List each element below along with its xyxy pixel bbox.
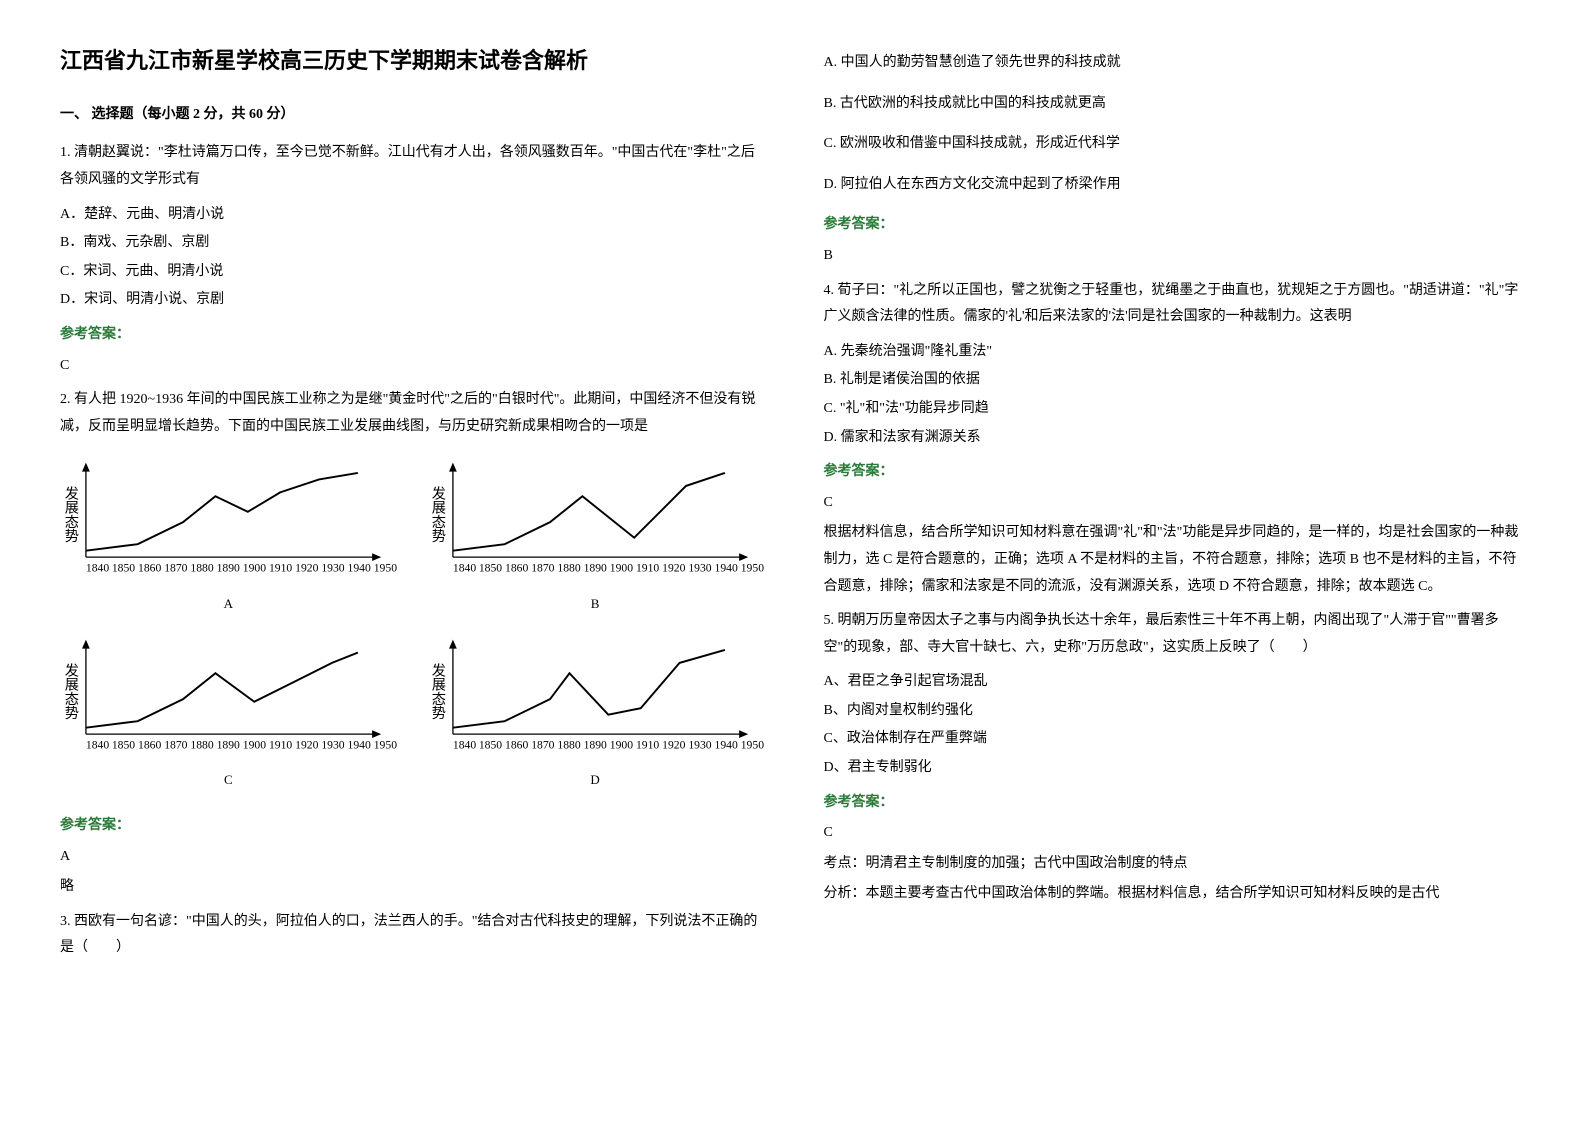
q1-answer: C (60, 353, 764, 380)
chart-c-xarrow (372, 730, 381, 738)
q5-option-d: D、君主专制弱化 (824, 755, 1528, 782)
chart-a-xarrow (372, 554, 381, 562)
left-column: 江西省九江市新星学校高三历史下学期期末试卷含解析 一、 选择题（每小题 2 分，… (60, 40, 764, 970)
right-column: A. 中国人的勤劳智慧创造了领先世界的科技成就 B. 古代欧洲的科技成就比中国的… (824, 40, 1528, 970)
chart-d-ylabel: 发展态势 (429, 662, 445, 721)
q3-option-a: A. 中国人的勤劳智慧创造了领先世界的科技成就 (824, 50, 1528, 77)
chart-c-line (86, 652, 358, 727)
q4-explain: 根据材料信息，结合所学知识可知材料意在强调"礼"和"法"功能是异步同趋的，是一样… (824, 520, 1528, 600)
chart-a-ylabel: 发展态势 (62, 486, 78, 545)
q5-answer-label: 参考答案： (824, 790, 1528, 817)
question-3-text: 3. 西欧有一句名谚："中国人的头，阿拉伯人的口，法兰西人的手。"结合对古代科技… (60, 909, 764, 962)
q2-explain: 略 (60, 874, 764, 901)
chart-b-ylabel: 发展态势 (429, 486, 445, 545)
q5-explain-1: 考点：明清君主专制制度的加强；古代中国政治制度的特点 (824, 851, 1528, 878)
q3-option-d: D. 阿拉伯人在东西方文化交流中起到了桥梁作用 (824, 172, 1528, 199)
q1-option-b: B．南戏、元杂剧、京剧 (60, 230, 764, 257)
q4-option-b: B. 礼制是诸侯治国的依据 (824, 367, 1528, 394)
chart-b-xarrow (739, 554, 748, 562)
q5-option-b: B、内阁对皇权制约强化 (824, 698, 1528, 725)
document-title: 江西省九江市新星学校高三历史下学期期末试卷含解析 (60, 40, 764, 82)
chart-b-cell: 发展态势 1840 1850 1860 1870 1880 1890 1900 … (427, 460, 764, 616)
chart-b-xtick-0: 1840 (453, 562, 476, 575)
chart-b-label: B (427, 592, 764, 617)
question-5-text: 5. 明朝万历皇帝因太子之事与内阁争执长达十余年，最后索性三十年不再上朝，内阁出… (824, 608, 1528, 661)
chart-d-yarrow (449, 639, 457, 648)
q1-option-a: A．楚辞、元曲、明清小说 (60, 202, 764, 229)
chart-d-xarrow (739, 730, 748, 738)
chart-a-cell: 发展态势 1840 1850 1860 1870 1880 1890 1900 … (60, 460, 397, 616)
chart-a-line (86, 473, 358, 551)
chart-a-svg: 发展态势 1840 1850 1860 1870 1880 1890 1900 … (60, 460, 397, 583)
q5-option-c: C、政治体制存在严重弊端 (824, 726, 1528, 753)
q4-option-d: D. 儒家和法家有渊源关系 (824, 425, 1528, 452)
q1-option-d: D．宋词、明清小说、京剧 (60, 287, 764, 314)
chart-d-xtick-0: 1840 (453, 738, 476, 751)
chart-c-cell: 发展态势 1840 1850 1860 1870 1880 1890 1900 … (60, 637, 397, 793)
q3-answer-label: 参考答案： (824, 212, 1528, 239)
chart-c-xtick-0: 1840 (86, 738, 109, 751)
chart-b-xticks: 1850 1860 1870 1880 1890 1900 1910 1920 … (479, 562, 764, 575)
q4-option-c: C. "礼"和"法"功能异步同趋 (824, 396, 1528, 423)
q5-option-a: A、君臣之争引起官场混乱 (824, 669, 1528, 696)
chart-c-label: C (60, 768, 397, 793)
q3-option-c: C. 欧洲吸收和借鉴中国科技成就，形成近代科学 (824, 131, 1528, 158)
q1-option-c: C．宋词、元曲、明清小说 (60, 259, 764, 286)
chart-grid: 发展态势 1840 1850 1860 1870 1880 1890 1900 … (60, 460, 764, 793)
chart-d-label: D (427, 768, 764, 793)
q4-answer: C (824, 490, 1528, 517)
q2-answer: A (60, 844, 764, 871)
question-2-text: 2. 有人把 1920~1936 年间的中国民族工业称之为是继"黄金时代"之后的… (60, 387, 764, 440)
chart-c-ylabel: 发展态势 (62, 662, 78, 721)
q4-answer-label: 参考答案： (824, 459, 1528, 486)
chart-a-yarrow (82, 463, 90, 472)
chart-a-xticks: 1850 1860 1870 1880 1890 1900 1910 1920 … (112, 562, 397, 575)
chart-b-yarrow (449, 463, 457, 472)
chart-d-xticks: 1850 1860 1870 1880 1890 1900 1910 1920 … (479, 738, 764, 751)
chart-d-line (453, 650, 725, 728)
chart-a-xtick-0: 1840 (86, 562, 109, 575)
chart-b-svg: 发展态势 1840 1850 1860 1870 1880 1890 1900 … (427, 460, 764, 583)
q3-option-b: B. 古代欧洲的科技成就比中国的科技成就更高 (824, 91, 1528, 118)
q5-explain-2: 分析：本题主要考查古代中国政治体制的弊端。根据材料信息，结合所学知识可知材料反映… (824, 881, 1528, 908)
q2-answer-label: 参考答案： (60, 813, 764, 840)
page-container: 江西省九江市新星学校高三历史下学期期末试卷含解析 一、 选择题（每小题 2 分，… (60, 40, 1527, 970)
chart-d-cell: 发展态势 1840 1850 1860 1870 1880 1890 1900 … (427, 637, 764, 793)
chart-d-svg: 发展态势 1840 1850 1860 1870 1880 1890 1900 … (427, 637, 764, 760)
q3-answer: B (824, 243, 1528, 270)
chart-c-yarrow (82, 639, 90, 648)
chart-c-svg: 发展态势 1840 1850 1860 1870 1880 1890 1900 … (60, 637, 397, 760)
section-1-header: 一、 选择题（每小题 2 分，共 60 分） (60, 102, 764, 129)
q4-option-a: A. 先秦统治强调"隆礼重法" (824, 339, 1528, 366)
q1-answer-label: 参考答案： (60, 322, 764, 349)
q5-answer: C (824, 820, 1528, 847)
chart-c-xticks: 1850 1860 1870 1880 1890 1900 1910 1920 … (112, 738, 397, 751)
question-1-text: 1. 清朝赵翼说："李杜诗篇万口传，至今已觉不新鲜。江山代有才人出，各领风骚数百… (60, 140, 764, 193)
chart-a-label: A (60, 592, 397, 617)
chart-b-line (453, 473, 725, 551)
question-4-text: 4. 荀子曰："礼之所以正国也，譬之犹衡之于轻重也，犹绳墨之于曲直也，犹规矩之于… (824, 278, 1528, 331)
